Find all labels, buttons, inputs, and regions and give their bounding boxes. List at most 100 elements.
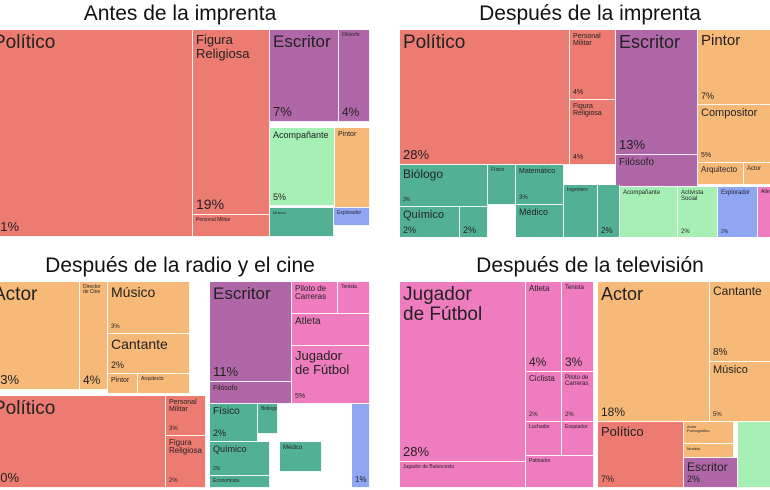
cell-label: Músico <box>273 210 286 215</box>
treemap-cell: Luchador <box>526 422 562 456</box>
treemap-cell: Atleta 4% <box>526 282 562 372</box>
treemap-panel-2: Después de la imprenta Político 28% Person… <box>400 0 770 240</box>
cell-label: Arquitecto <box>701 165 738 174</box>
cell-label: Pintor <box>338 131 357 138</box>
cell-percent: 4% <box>573 154 584 161</box>
cell-percent: 10% <box>0 470 20 485</box>
treemap-cell: Atleta <box>758 187 770 237</box>
cell-percent: 2% <box>213 466 221 472</box>
treemap-panel-4: Después de la televisión Jugador de Fútb… <box>400 252 770 490</box>
cell-percent: 28% <box>403 147 430 162</box>
cell-percent: 28% <box>403 444 430 459</box>
cell-percent: 7% <box>273 104 292 119</box>
cell-label: Compositor <box>701 107 758 119</box>
treemap-cell: Tenista <box>338 282 370 314</box>
cell-label: Filósofo <box>619 157 655 168</box>
panel-title: Después de la televisión <box>476 254 704 277</box>
treemap-cell: Médico <box>280 442 322 472</box>
cell-label: Personal Militar <box>169 399 197 414</box>
treemap-cell: Químico 2% <box>400 207 460 237</box>
cell-label: Matemático <box>519 168 556 175</box>
treemap-cell: Patinador <box>526 456 594 488</box>
cell-percent: 18% <box>601 405 626 419</box>
cell-percent: 3% <box>403 197 411 203</box>
cell-label: Piloto de Carreras <box>295 284 327 302</box>
cell-percent: 5% <box>713 412 722 418</box>
treemap-cell: Figura Religiosa 2% <box>166 436 206 488</box>
cell-percent: 2% <box>681 229 690 235</box>
cell-percent: 19% <box>196 196 225 212</box>
cell-label: Ciclista <box>529 374 555 383</box>
treemap-cell: Figura Religiosa 4% <box>570 100 616 165</box>
treemap-cell: Jugador de Baloncesto <box>400 462 526 488</box>
cell-percent: 2% <box>213 428 227 438</box>
cell-percent: 2% <box>169 478 178 484</box>
treemap-cell: Modelo <box>684 444 734 458</box>
cell-label: Economista <box>213 478 240 484</box>
treemap-cell: Cantante 8% <box>710 282 770 362</box>
treemap-cell: Político 7% <box>598 422 684 488</box>
cell-label: Escritor <box>619 32 681 52</box>
treemap-cell: Compositor 5% <box>698 105 770 163</box>
cell-label: Director de Cine <box>83 284 101 296</box>
treemap-cell: Político 28% <box>400 30 570 165</box>
cell-label: Luchador <box>529 424 550 430</box>
cell-percent: 2% <box>565 412 574 418</box>
cell-label: Político <box>0 398 56 419</box>
cell-label: Personal Militar <box>573 33 601 48</box>
treemap-cell: Activista Social 2% <box>678 187 718 237</box>
treemap-cell: 2% <box>460 207 488 237</box>
cell-label: Figura Religiosa <box>196 32 250 61</box>
cell-label: Tenista <box>341 284 357 290</box>
cell-percent: 4% <box>83 373 101 387</box>
treemap-cell: Explorador 2% <box>718 187 758 237</box>
treemap-cell: Arquitecto <box>138 374 190 394</box>
cell-label: Tenista <box>565 285 585 291</box>
cell-percent: 4% <box>529 355 547 369</box>
treemap-cell: Personal Militar <box>193 215 270 237</box>
treemap-cell: Figura Religiosa 19% <box>193 30 270 215</box>
cell-percent: 5% <box>273 192 287 202</box>
cell-label: Cantante <box>111 336 168 352</box>
treemap-cell: Acompañante <box>620 187 678 237</box>
cell-label: Patinador <box>529 458 551 464</box>
cell-label: Químico <box>213 444 247 454</box>
cell-percent: 7% <box>701 91 715 101</box>
treemap-cell: Arquitecto <box>698 163 744 185</box>
treemap-cell: Acompañante 5% <box>270 128 335 206</box>
cell-percent: 11% <box>213 364 239 379</box>
cell-label: Músico <box>713 364 748 376</box>
cell-label: Escritor <box>687 460 728 474</box>
cell-label: Atleta <box>295 316 321 327</box>
treemap-cell: Ingeniero <box>564 185 598 237</box>
treemap: Jugador de Fútbol 28% Jugador de Baloncest… <box>400 282 770 488</box>
treemap-cell: Personal Militar 3% <box>166 396 206 436</box>
treemap-cell: Personal Militar 4% <box>570 30 616 100</box>
treemap-cell: Escritor 11% <box>210 282 292 382</box>
treemap-cell: Filósofo <box>616 155 698 187</box>
cell-label: Personal Militar <box>196 217 231 223</box>
cell-percent: 2% <box>687 474 701 484</box>
cell-percent: 2% <box>111 360 125 370</box>
treemap: Político 51% Figura Religiosa 19% Personal M… <box>0 30 370 237</box>
treemap-panel-1: Antes de la imprenta Político 51% Figura R… <box>0 0 370 240</box>
cell-label: Figura Religiosa <box>573 103 602 118</box>
cell-label: Ingeniero <box>567 187 588 193</box>
treemap-cell: Músico 3% <box>108 282 190 334</box>
treemap-cell: Escritor 7% <box>270 30 339 122</box>
treemap-cell: Físico 2% <box>210 404 258 442</box>
cell-label: Político <box>601 424 644 439</box>
cell-percent: 13% <box>619 137 646 152</box>
cell-percent: 4% <box>342 105 360 119</box>
panel-title: Después de la imprenta <box>479 2 701 25</box>
cell-label: Político <box>0 32 56 53</box>
cell-label: Activista Social <box>681 190 704 203</box>
treemap-cell: Médico <box>516 205 564 237</box>
treemap-cell: Director de Cine 4% <box>80 282 108 390</box>
cell-label: Biólogo <box>261 406 278 412</box>
cell-label: Acompañante <box>273 130 329 140</box>
cell-label: Jugador de Fútbol <box>403 284 483 325</box>
treemap-cell: Cantante 2% <box>108 334 190 374</box>
cell-percent: 13% <box>0 372 20 387</box>
cell-percent: 3% <box>169 426 178 432</box>
